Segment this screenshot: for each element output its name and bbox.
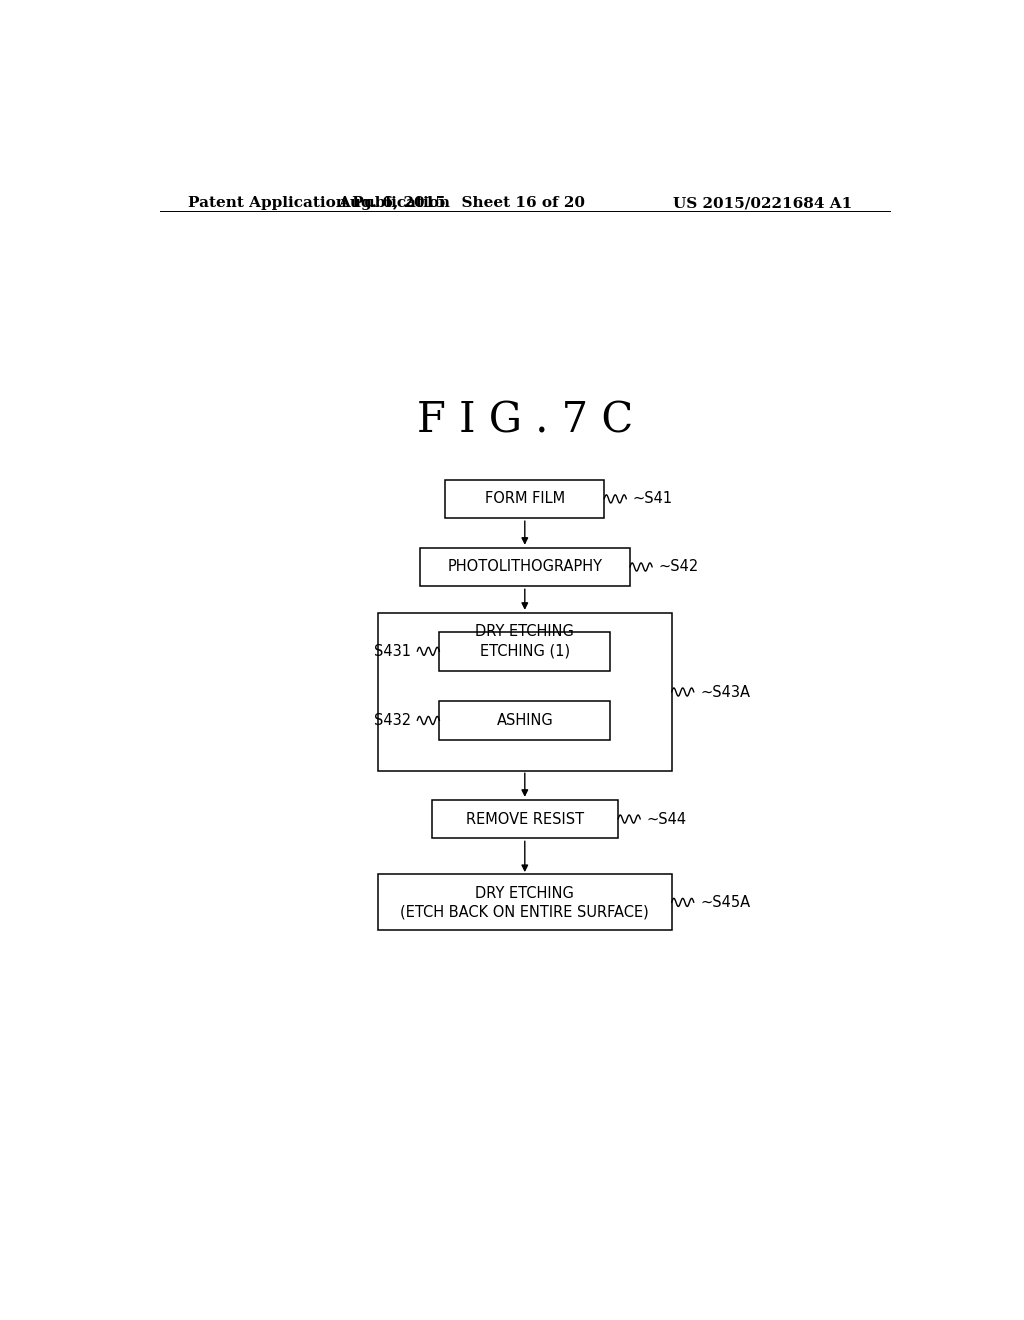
FancyBboxPatch shape <box>420 548 630 586</box>
FancyBboxPatch shape <box>431 800 618 838</box>
Text: ~S43A: ~S43A <box>700 685 751 700</box>
FancyBboxPatch shape <box>439 701 610 739</box>
FancyBboxPatch shape <box>378 874 672 931</box>
Text: F I G . 7 C: F I G . 7 C <box>417 400 633 442</box>
Text: DRY ETCHING: DRY ETCHING <box>475 624 574 639</box>
Text: PHOTOLITHOGRAPHY: PHOTOLITHOGRAPHY <box>447 560 602 574</box>
Text: ~S44: ~S44 <box>646 812 687 826</box>
FancyBboxPatch shape <box>445 479 604 519</box>
Text: ~S41: ~S41 <box>633 491 673 507</box>
Text: REMOVE RESIST: REMOVE RESIST <box>466 812 584 826</box>
Text: ETCHING (1): ETCHING (1) <box>479 644 570 659</box>
FancyBboxPatch shape <box>378 614 672 771</box>
Text: S431: S431 <box>374 644 411 659</box>
Text: US 2015/0221684 A1: US 2015/0221684 A1 <box>673 197 853 210</box>
Text: FORM FILM: FORM FILM <box>484 491 565 507</box>
Text: ~S42: ~S42 <box>658 560 698 574</box>
Text: Patent Application Publication: Patent Application Publication <box>187 197 450 210</box>
Text: Aug. 6, 2015   Sheet 16 of 20: Aug. 6, 2015 Sheet 16 of 20 <box>338 197 585 210</box>
Text: S432: S432 <box>374 713 411 727</box>
Text: DRY ETCHING
(ETCH BACK ON ENTIRE SURFACE): DRY ETCHING (ETCH BACK ON ENTIRE SURFACE… <box>400 886 649 919</box>
Text: ~S45A: ~S45A <box>700 895 751 909</box>
FancyBboxPatch shape <box>439 632 610 671</box>
Text: ASHING: ASHING <box>497 713 553 727</box>
